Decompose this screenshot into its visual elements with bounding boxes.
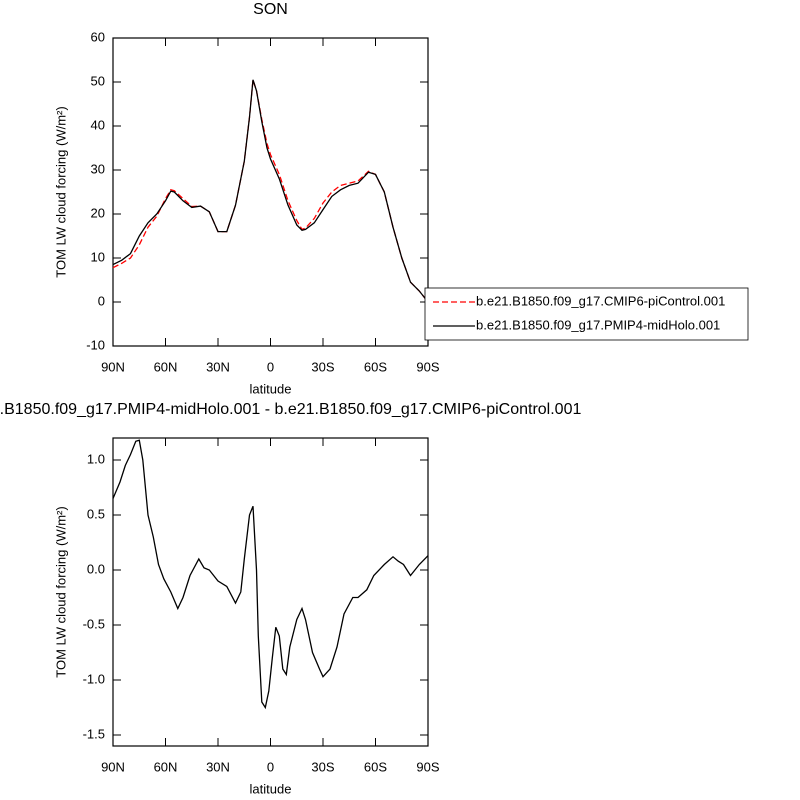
x-tick-label: 30N [206, 359, 230, 374]
y-tick-label: 0 [98, 293, 105, 308]
legend-label: b.e21.B1850.f09_g17.PMIP4-midHolo.001 [476, 317, 720, 332]
y-tick-label: 0.5 [87, 506, 105, 521]
y-tick-label: 0.0 [87, 561, 105, 576]
y-axis-label: TOM LW cloud forcing (W/m²) [53, 506, 68, 677]
x-tick-label: 60N [154, 359, 178, 374]
x-axis-label: latitude [250, 381, 292, 396]
y-tick-label: -1.5 [83, 726, 105, 741]
x-tick-label: 60S [364, 759, 387, 774]
chart-title: b.e21.B1850.f09_g17.PMIP4-midHolo.001 - … [0, 401, 581, 418]
data-line [112, 79, 429, 303]
x-tick-label: 0 [267, 359, 274, 374]
x-tick-label: 30S [311, 759, 334, 774]
y-tick-label: 20 [91, 205, 105, 220]
x-tick-label: 30S [311, 359, 334, 374]
y-tick-label: 10 [91, 249, 105, 264]
y-tick-label: -10 [86, 337, 105, 352]
x-tick-label: 90N [101, 759, 125, 774]
x-tick-label: 0 [267, 759, 274, 774]
plot-frame [112, 437, 429, 747]
x-tick-label: 90S [416, 359, 439, 374]
x-tick-label: 90S [416, 759, 439, 774]
x-tick-label: 30N [206, 759, 230, 774]
x-tick-label: 60N [154, 759, 178, 774]
y-tick-label: 40 [91, 117, 105, 132]
chart-title: SON [253, 1, 288, 18]
y-tick-label: 1.0 [87, 451, 105, 466]
legend-label: b.e21.B1850.f09_g17.CMIP6-piControl.001 [476, 293, 725, 308]
legend-box [424, 287, 749, 341]
x-axis-label: latitude [250, 781, 292, 796]
y-tick-label: 60 [91, 29, 105, 44]
y-tick-label: 30 [91, 161, 105, 176]
data-line [112, 439, 429, 710]
y-tick-label: -1.0 [83, 671, 105, 686]
y-axis-label: TOM LW cloud forcing (W/m²) [53, 106, 68, 277]
x-tick-label: 60S [364, 359, 387, 374]
y-tick-label: -0.5 [83, 616, 105, 631]
data-line [112, 79, 429, 303]
plot-frame [112, 37, 429, 347]
y-tick-label: 50 [91, 73, 105, 88]
x-tick-label: 90N [101, 359, 125, 374]
